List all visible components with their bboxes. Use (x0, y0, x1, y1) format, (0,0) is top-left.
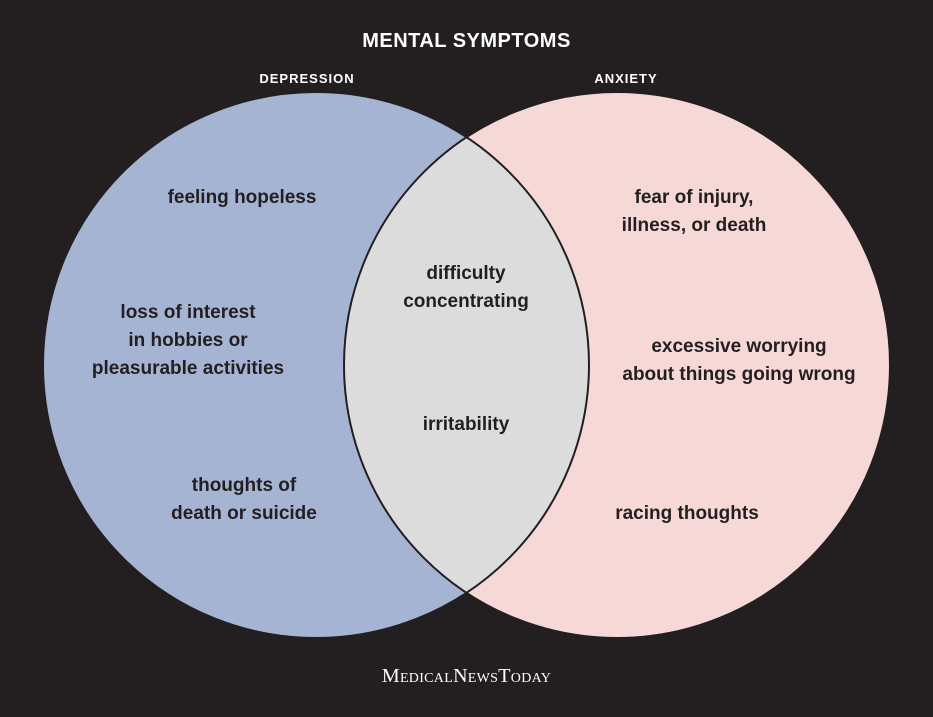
depression-item: feeling hopeless (167, 187, 317, 208)
depression-item: thoughts of death or suicide (171, 475, 317, 524)
anxiety-item: fear of injury, illness, or death (621, 187, 767, 236)
brand-logo: MedicalNewsToday (381, 665, 552, 687)
diagram-title: MENTAL SYMPTOMS (362, 30, 571, 52)
depression-item: loss of interest in hobbies or pleasurab… (91, 302, 285, 379)
anxiety-item: racing thoughts (615, 503, 759, 524)
anxiety-item: excessive worrying about things going wr… (622, 336, 856, 385)
depression-circle-outline (42, 91, 590, 639)
overlap-item: difficulty concentrating (403, 263, 529, 312)
overlap-item: irritability (422, 414, 510, 435)
anxiety-label: ANXIETY (594, 71, 658, 86)
depression-label: DEPRESSION (259, 71, 355, 86)
anxiety-circle-outline (343, 91, 891, 639)
overlap-region (344, 92, 589, 638)
